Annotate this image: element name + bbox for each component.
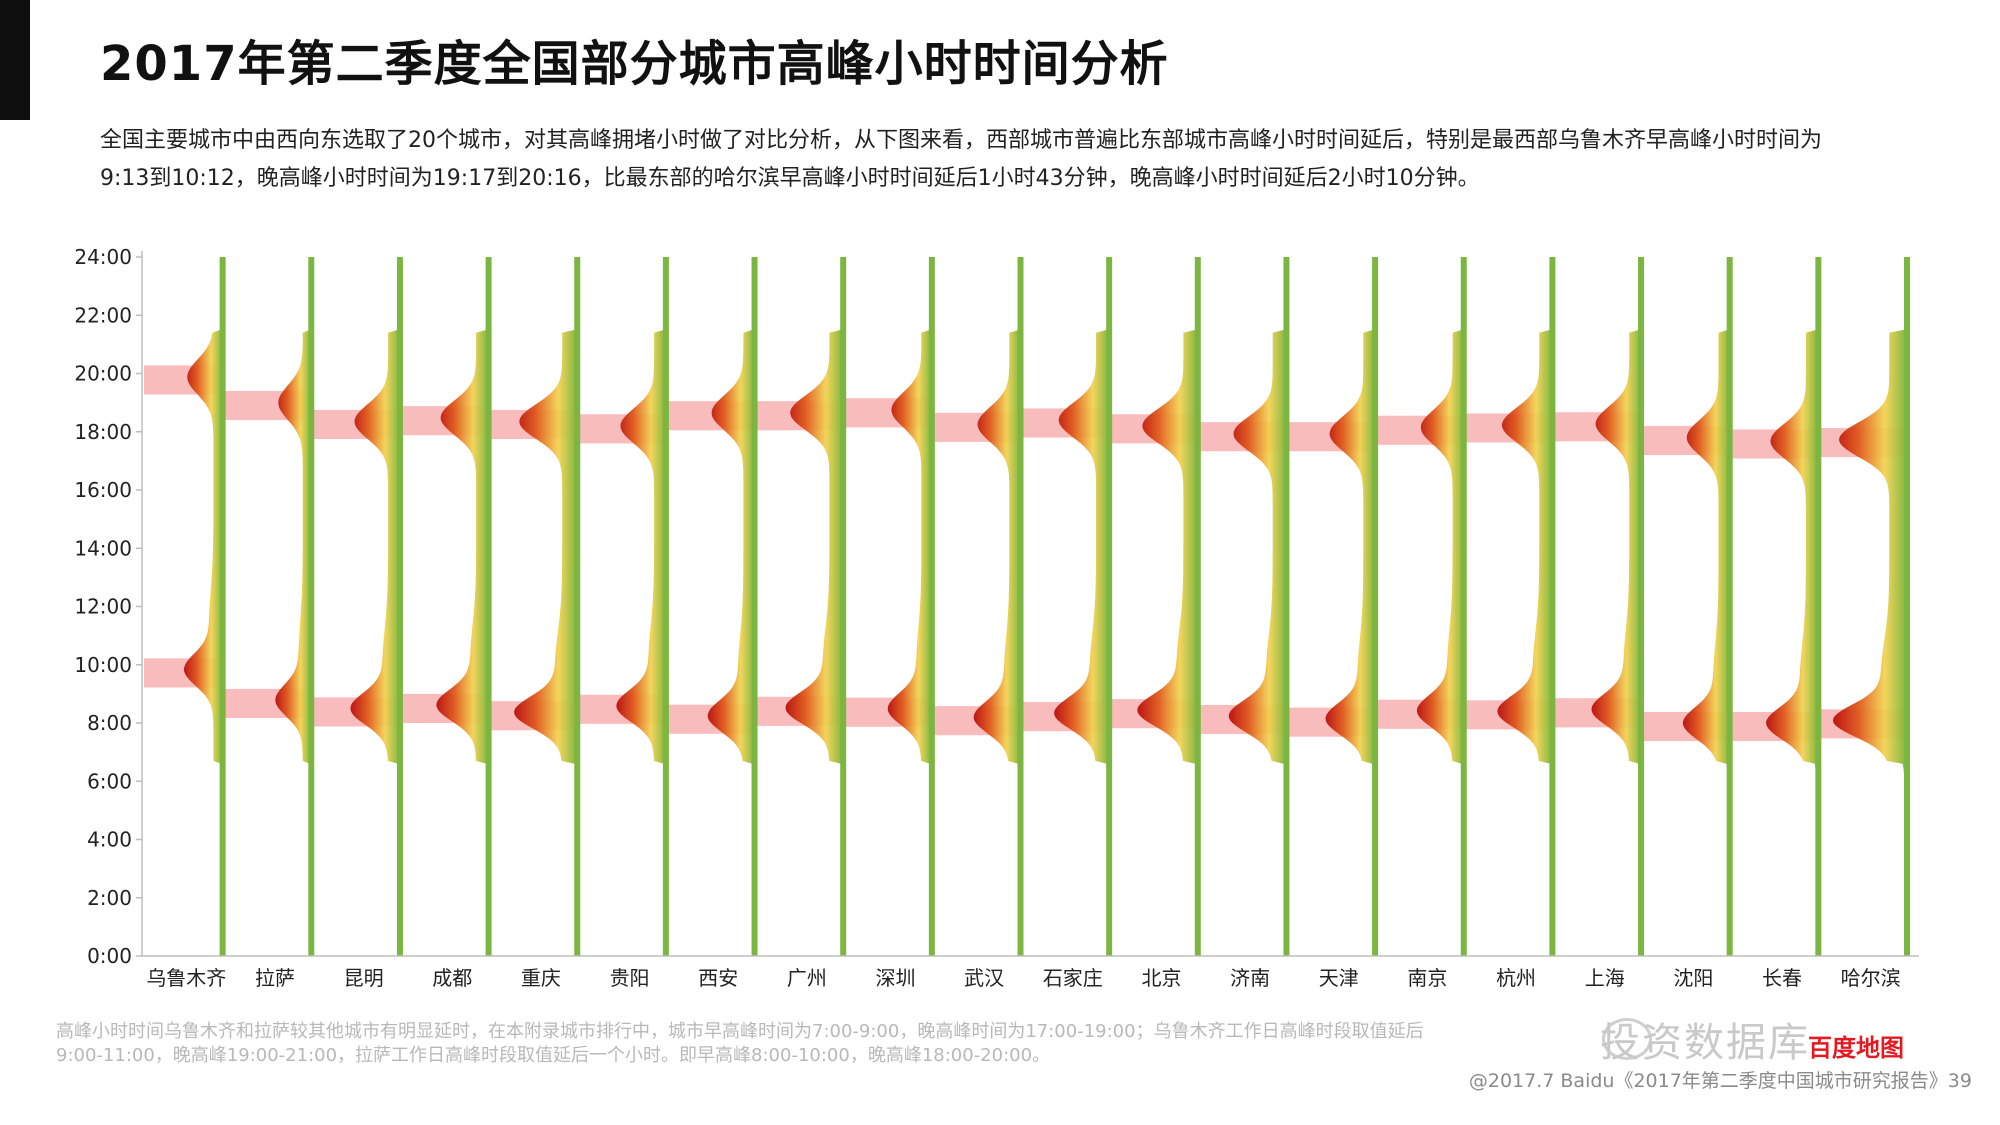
violin-backbone xyxy=(1283,257,1290,956)
violin-backbone xyxy=(396,257,403,956)
y-tick-label: 10:00 xyxy=(74,653,132,677)
violin-shape xyxy=(436,257,489,956)
footnote-line-1: 高峰小时时间乌鲁木齐和拉萨较其他城市有明显延时，在本附录城市排行中，城市早高峰时… xyxy=(56,1021,1424,1042)
violin-backbone xyxy=(751,257,758,956)
description-line-1: 全国主要城市中由西向东选取了20个城市，对其高峰拥堵小时做了对比分析，从下图来看… xyxy=(100,128,1822,153)
description: 全国主要城市中由西向东选取了20个城市，对其高峰拥堵小时做了对比分析，从下图来看… xyxy=(100,122,1960,198)
x-tick-label: 南京 xyxy=(1407,966,1447,990)
wechat-icon xyxy=(1602,1018,1652,1060)
axis-layer: 0:00 2:00 4:00 6:00 8:00 10:00 12:00 14:00 16:00… xyxy=(74,245,1919,990)
x-tick-label: 乌鲁木齐 xyxy=(146,966,226,990)
violin-shape xyxy=(275,257,312,956)
x-tick-label: 重庆 xyxy=(521,966,561,990)
x-tick-label: 深圳 xyxy=(876,966,916,990)
x-tick-label: 成都 xyxy=(432,966,472,990)
baidu-map-logo: 百度地图 xyxy=(1808,1034,1904,1062)
violin-backbone xyxy=(485,257,492,956)
violin-backbone xyxy=(840,257,847,956)
violin-backbone xyxy=(308,257,315,956)
y-tick-label: 14:00 xyxy=(74,536,132,560)
violin-shape xyxy=(707,257,755,956)
violin-shape xyxy=(514,257,578,956)
violin-backbone xyxy=(1460,257,1467,956)
footnote: 高峰小时时间乌鲁木齐和拉萨较其他城市有明显延时，在本附录城市排行中，城市早高峰时… xyxy=(56,1020,1616,1068)
source-citation: @2017.7 Baidu《2017年第二季度中国城市研究报告》39 xyxy=(1468,1070,1972,1092)
y-tick-label: 16:00 xyxy=(74,478,132,502)
page-title: 2017年第二季度全国部分城市高峰小时时间分析 xyxy=(100,36,1169,92)
peak-hour-chart: 0:00 2:00 4:00 6:00 8:00 10:00 12:00 14:00 16:00… xyxy=(74,245,1919,990)
y-tick-label: 24:00 xyxy=(74,245,132,269)
x-tick-label: 昆明 xyxy=(344,966,384,990)
y-tick-label: 12:00 xyxy=(74,595,132,619)
violin-shape xyxy=(350,257,400,956)
violin-backbone xyxy=(1815,257,1822,956)
side-accent-bar xyxy=(0,0,30,120)
violin-shape xyxy=(1054,257,1110,956)
violin-shape xyxy=(1832,257,1907,956)
x-tick-label: 杭州 xyxy=(1496,966,1536,990)
violin-backbone xyxy=(1194,257,1201,956)
x-tick-label: 北京 xyxy=(1141,966,1181,990)
y-tick-label: 0:00 xyxy=(87,944,132,968)
violin-shape xyxy=(1497,257,1553,956)
description-line-2: 9:13到10:12，晚高峰小时时间为19:17到20:16，比最东部的哈尔滨早… xyxy=(100,166,1480,191)
x-tick-label: 西安 xyxy=(698,966,738,990)
violin-backbone xyxy=(1372,257,1379,956)
violin-backbone xyxy=(662,257,669,956)
x-tick-label: 沈阳 xyxy=(1673,966,1713,990)
violin-shape xyxy=(887,257,932,956)
y-tick-label: 6:00 xyxy=(87,769,132,793)
footnote-line-2: 9:00-11:00，晚高峰19:00-21:00，拉萨工作日高峰时段取值延后一… xyxy=(56,1045,1051,1066)
violin-backbone xyxy=(1638,257,1645,956)
y-tick-label: 18:00 xyxy=(74,420,132,444)
violin-layer xyxy=(184,257,1910,956)
violin-backbone xyxy=(574,257,581,956)
x-tick-label: 哈尔滨 xyxy=(1841,966,1901,990)
violin-shape xyxy=(184,257,223,956)
violin-backbone xyxy=(1106,257,1113,956)
violin-shape xyxy=(1228,257,1287,956)
violin-backbone xyxy=(219,257,226,956)
violin-shape xyxy=(1766,257,1819,956)
violin-shape xyxy=(1591,257,1642,956)
violin-shape xyxy=(973,257,1021,956)
x-tick-label: 石家庄 xyxy=(1043,966,1103,990)
y-tick-label: 4:00 xyxy=(87,828,132,852)
x-tick-label: 广州 xyxy=(787,966,827,990)
y-tick-label: 22:00 xyxy=(74,303,132,327)
violin-backbone xyxy=(1726,257,1733,956)
y-tick-label: 20:00 xyxy=(74,362,132,386)
violin-shape xyxy=(1682,257,1730,956)
violin-backbone xyxy=(1904,257,1910,956)
violin-shape xyxy=(1416,257,1464,956)
x-tick-label: 拉萨 xyxy=(255,966,295,990)
x-tick-label: 济南 xyxy=(1230,966,1270,990)
violin-backbone xyxy=(1017,257,1024,956)
watermark-text: 投资数据库 xyxy=(1600,1020,1810,1066)
violin-shape xyxy=(1325,257,1376,956)
violin-shape xyxy=(785,257,844,956)
violin-shape xyxy=(616,257,666,956)
violin-backbone xyxy=(1549,257,1556,956)
y-tick-label: 8:00 xyxy=(87,711,132,735)
x-tick-label: 武汉 xyxy=(964,966,1004,990)
y-tick-label: 2:00 xyxy=(87,886,132,910)
x-tick-label: 贵阳 xyxy=(610,966,650,990)
violin-shape xyxy=(1137,257,1198,956)
violin-backbone xyxy=(928,257,935,956)
x-tick-label: 上海 xyxy=(1585,966,1625,990)
x-tick-label: 长春 xyxy=(1762,966,1802,990)
x-tick-label: 天津 xyxy=(1319,966,1359,990)
